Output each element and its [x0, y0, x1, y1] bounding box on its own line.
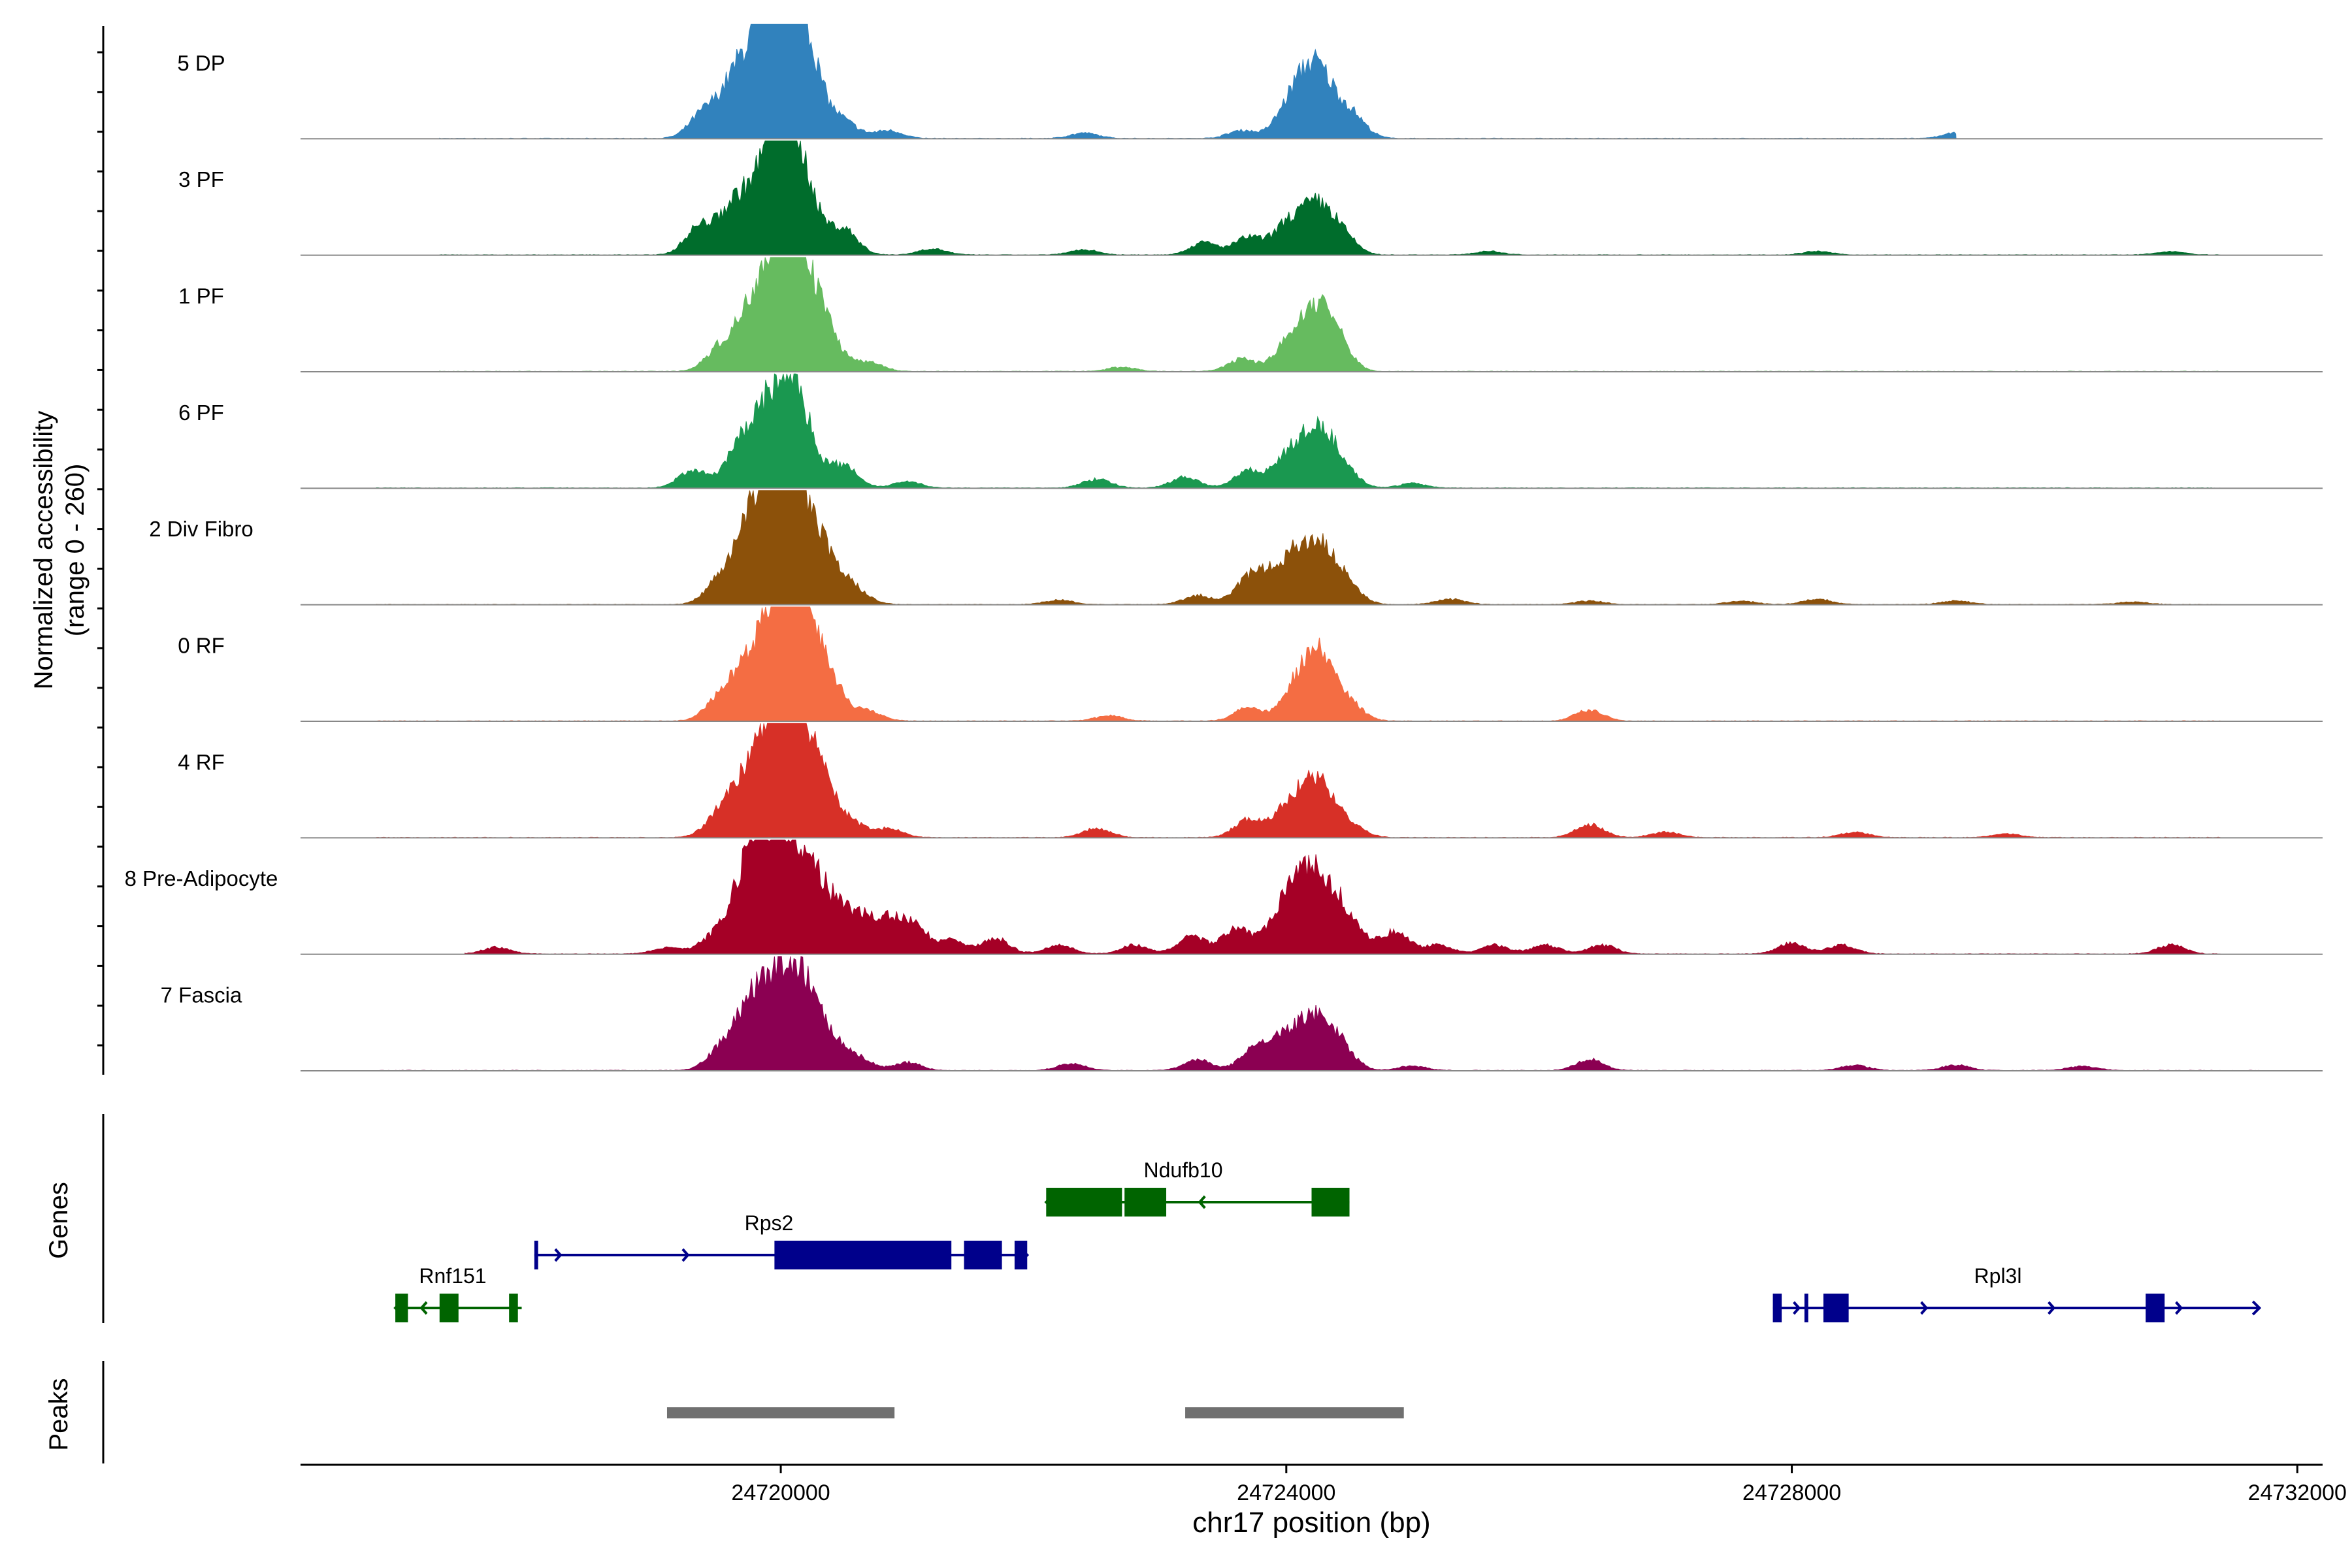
track-label: 3 PF	[178, 167, 224, 191]
gene-exon	[2146, 1294, 2165, 1322]
track-label: 4 RF	[178, 750, 225, 774]
gene-exon	[1124, 1188, 1167, 1217]
gene-label: Rnf151	[419, 1264, 486, 1288]
strand-chevron	[2175, 1301, 2183, 1315]
x-tick-label: 24732000	[2248, 1480, 2347, 1505]
track-8-pre-adipocyte: 8 Pre-Adipocyte	[125, 839, 2323, 955]
x-tick-label: 24728000	[1742, 1480, 1841, 1505]
strand-chevron	[1198, 1195, 1206, 1209]
x-axis-label: chr17 position (bp)	[1192, 1507, 1430, 1539]
track-0-rf: 0 RF	[178, 606, 2323, 722]
coverage-y-axis-ticks	[97, 51, 103, 1047]
strand-arrow	[2251, 1300, 2262, 1316]
x-tick-label: 24724000	[1237, 1480, 1335, 1505]
strand-chevron	[554, 1248, 563, 1262]
track-4-rf: 4 RF	[178, 723, 2323, 839]
gene-rnf151: Rnf151	[393, 1264, 522, 1322]
track-label: 0 RF	[178, 633, 225, 657]
gene-exon	[1772, 1294, 1782, 1322]
peak-region-bar	[666, 1407, 895, 1418]
gene-annotations: Rnf151 Rps2 Ndufb10 Rpl3l	[393, 1158, 2262, 1322]
track-label: 5 DP	[177, 51, 225, 75]
track-7-fascia: 7 Fascia	[161, 956, 2323, 1071]
strand-chevron	[681, 1248, 690, 1262]
track-1-pf: 1 PF	[178, 257, 2323, 372]
gene-exon	[774, 1241, 952, 1269]
track-label: 8 Pre-Adipocyte	[125, 866, 278, 890]
strand-chevron	[1920, 1301, 1929, 1315]
gene-exon	[1311, 1188, 1350, 1217]
gene-label: Ndufb10	[1144, 1158, 1223, 1182]
gene-exon	[1046, 1188, 1122, 1217]
gene-label: Rps2	[745, 1211, 794, 1235]
x-tick-label: 24720000	[731, 1480, 830, 1505]
gene-exon	[439, 1294, 459, 1322]
track-label: 1 PF	[178, 284, 224, 308]
strand-chevron	[2048, 1301, 2056, 1315]
track-6-pf: 6 PF	[178, 373, 2323, 489]
track-label: 2 Div Fibro	[149, 517, 253, 541]
y-axis-range-label: (range 0 - 260)	[61, 464, 90, 637]
gene-exon	[534, 1241, 538, 1269]
strand-chevron	[1793, 1301, 1801, 1315]
coverage-tracks: 5 DP 3 PF 1 PF 6 PF 2 Div Fibro 0 RF 4 RF 8 Pre…	[125, 24, 2323, 1071]
gene-exon	[1804, 1294, 1808, 1322]
track-label: 7 Fascia	[161, 983, 242, 1007]
genes-panel-label: Genes	[44, 1182, 73, 1259]
gene-rps2: Rps2	[534, 1211, 1030, 1269]
track-2-div-fibro: 2 Div Fibro	[149, 490, 2323, 606]
strand-chevron	[419, 1301, 428, 1315]
gene-rpl3l: Rpl3l	[1772, 1264, 2262, 1322]
track-5-dp: 5 DP	[177, 24, 2323, 140]
gene-exon	[1823, 1294, 1849, 1322]
peak-region-bar	[1185, 1407, 1404, 1418]
gene-exon	[1014, 1241, 1028, 1269]
y-axis-label: Normalized accessibility	[29, 411, 58, 690]
gene-ndufb10: Ndufb10	[1044, 1158, 1350, 1217]
peaks-panel-label: Peaks	[44, 1378, 73, 1450]
peak-regions	[666, 1407, 1404, 1418]
gene-exon	[509, 1294, 518, 1322]
gene-exon	[395, 1294, 408, 1322]
track-3-pf: 3 PF	[178, 140, 2323, 256]
gene-exon	[964, 1241, 1002, 1269]
gene-label: Rpl3l	[1974, 1264, 2022, 1288]
track-label: 6 PF	[178, 400, 224, 425]
x-axis-ticks: 24720000 24724000 24728000 24732000	[731, 1465, 2347, 1505]
coverage-area	[376, 956, 2261, 1071]
